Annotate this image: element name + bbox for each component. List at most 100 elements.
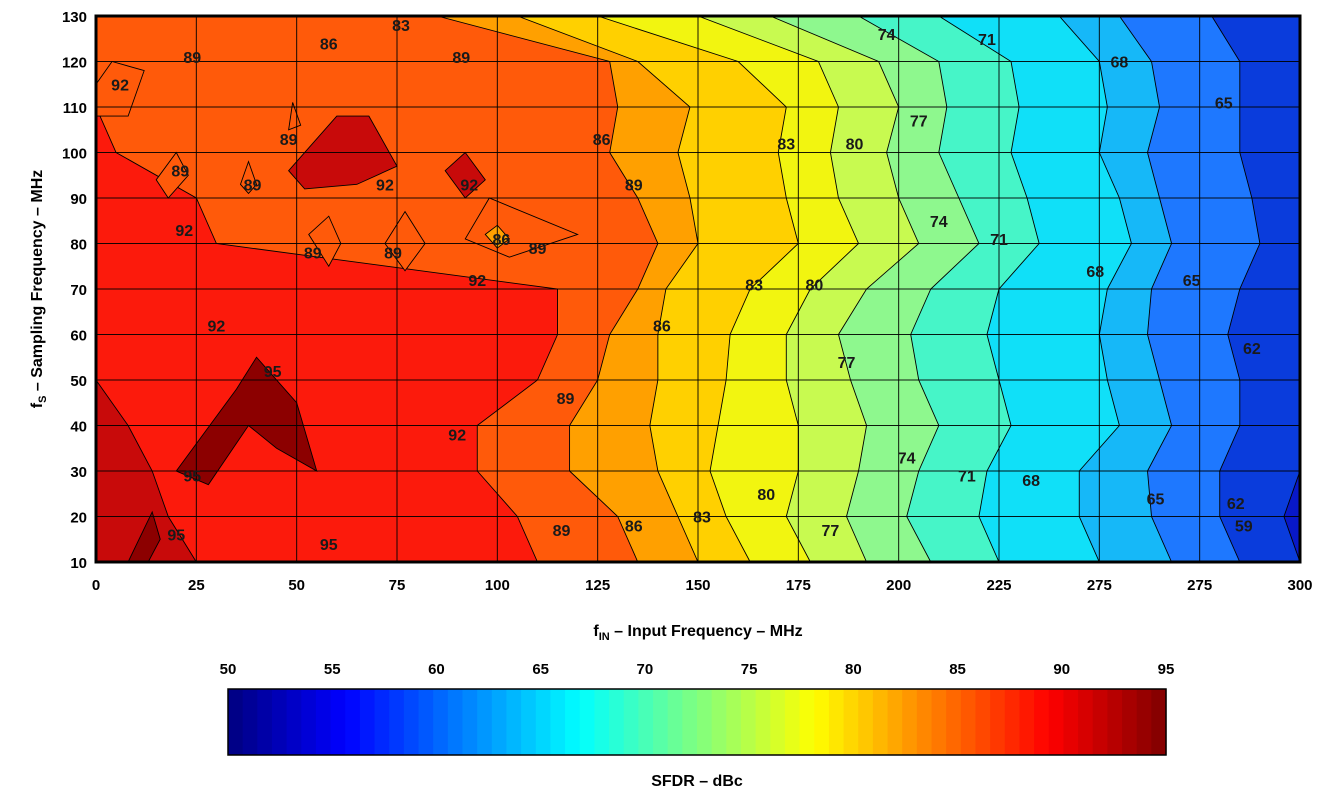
contour-label: 83 xyxy=(693,510,711,527)
contour-island xyxy=(444,151,486,199)
colorbar-step xyxy=(1063,689,1079,755)
x-tick-label: 175 xyxy=(786,577,811,594)
contour-label: 71 xyxy=(978,32,996,49)
colorbar-step xyxy=(711,689,727,755)
y-tick-label: 30 xyxy=(70,464,87,481)
colorbar-step xyxy=(755,689,771,755)
contour-label: 89 xyxy=(557,391,575,408)
contour-label: 71 xyxy=(990,232,1008,249)
x-axis-title: fIN – Input Frequency – MHz xyxy=(593,623,802,643)
colorbar-step xyxy=(418,689,434,755)
colorbar-step xyxy=(609,689,625,755)
colorbar-step xyxy=(887,689,903,755)
contour-label: 83 xyxy=(392,18,410,35)
colorbar-step xyxy=(931,689,947,755)
colorbar-step xyxy=(271,689,288,755)
y-tick-label: 40 xyxy=(70,419,87,436)
y-tick-label: 50 xyxy=(70,373,87,390)
plot-frame xyxy=(94,14,1302,564)
colorbar-step xyxy=(1151,689,1167,755)
colorbar-step xyxy=(257,689,273,755)
y-tick-label: 110 xyxy=(63,100,87,117)
contour-island xyxy=(239,160,258,195)
x-tick-label: 275 xyxy=(1187,577,1212,594)
y-tick-label: 10 xyxy=(70,555,87,572)
x-tick-labels: 0 25 50 75 100 125 150 175 200 225 275 275 300 xyxy=(92,577,1313,594)
contour-label: 77 xyxy=(910,114,928,131)
colorbar-frame xyxy=(227,688,1167,756)
contour-label: 95 xyxy=(320,537,338,554)
y-tick-label: 70 xyxy=(70,282,87,299)
colorbar-step xyxy=(286,689,302,755)
contour-label: 92 xyxy=(208,318,226,335)
colorbar-step xyxy=(872,689,889,755)
colorbar-step xyxy=(491,689,508,755)
contour-label: 77 xyxy=(838,355,856,372)
colorbar-step xyxy=(1122,689,1138,755)
contour-label: 89 xyxy=(183,50,201,67)
colorbar-tick-labels: 50 55 60 65 70 75 80 85 90 95 xyxy=(220,661,1175,678)
contour-label: 95 xyxy=(264,364,282,381)
contour-label: 92 xyxy=(468,273,486,290)
colorbar-step xyxy=(535,689,552,755)
contour-island xyxy=(155,151,189,199)
colorbar-step xyxy=(814,689,830,755)
contour-label: 89 xyxy=(529,241,547,258)
colorbar-step xyxy=(858,689,874,755)
colorbar-tick-label: 90 xyxy=(1053,661,1070,678)
colorbar-step xyxy=(462,689,478,755)
colorbar-step xyxy=(726,689,742,755)
contour-label: 80 xyxy=(846,136,864,153)
contour-label: 83 xyxy=(745,277,763,294)
colorbar-step xyxy=(345,689,361,755)
x-tick-label: 100 xyxy=(485,577,510,594)
contour-label: 89 xyxy=(304,246,322,263)
contour-label: 89 xyxy=(171,164,189,181)
x-tick-label: 75 xyxy=(389,577,406,594)
x-tick-label: 25 xyxy=(188,577,205,594)
contour-label: 80 xyxy=(757,487,775,504)
y-tick-label: 60 xyxy=(70,328,87,345)
colorbar-step xyxy=(799,689,815,755)
colorbar-step xyxy=(770,689,786,755)
colorbar-tick-label: 80 xyxy=(845,661,862,678)
x-tick-label: 275 xyxy=(1087,577,1112,594)
colorbar-step xyxy=(1136,689,1152,755)
colorbar-step xyxy=(389,689,405,755)
contour-label: 74 xyxy=(930,214,948,231)
colorbar-step xyxy=(843,689,859,755)
contour-label: 62 xyxy=(1227,496,1245,513)
y-tick-labels: 10 20 30 40 50 60 70 80 90 100 110 120 130 xyxy=(62,9,87,572)
colorbar-step xyxy=(1078,689,1094,755)
colorbar-step xyxy=(579,689,596,755)
contour-label: 65 xyxy=(1183,273,1201,290)
contour-label: 92 xyxy=(175,223,193,240)
colorbar-step xyxy=(301,689,317,755)
x-tick-label: 150 xyxy=(685,577,710,594)
contour-label: 92 xyxy=(460,177,478,194)
y-tick-label: 20 xyxy=(70,510,87,527)
contour-label: 86 xyxy=(625,519,643,536)
colorbar-tick-label: 50 xyxy=(220,661,237,678)
contour-label: 68 xyxy=(1111,55,1129,72)
y-tick-label: 130 xyxy=(62,9,87,26)
colorbar-step xyxy=(228,689,244,755)
contour-label: 86 xyxy=(593,132,611,149)
contour-label: 92 xyxy=(111,77,129,94)
colorbar-step xyxy=(521,689,537,755)
colorbar-step xyxy=(477,689,493,755)
contour-label: 74 xyxy=(898,450,916,467)
colorbar-step xyxy=(653,689,669,755)
colorbar-step xyxy=(623,689,639,755)
y-axis-title: fS – Sampling Frequency – MHz xyxy=(29,170,49,409)
colorbar-step xyxy=(784,689,801,755)
colorbar-step xyxy=(1048,689,1065,755)
contour-label: 86 xyxy=(653,318,671,335)
colorbar-step xyxy=(550,689,566,755)
x-tick-label: 50 xyxy=(288,577,305,594)
contour-label: 86 xyxy=(320,36,338,53)
colorbar-tick-label: 55 xyxy=(324,661,341,678)
colorbar-step xyxy=(565,689,581,755)
contour-island xyxy=(127,510,161,562)
